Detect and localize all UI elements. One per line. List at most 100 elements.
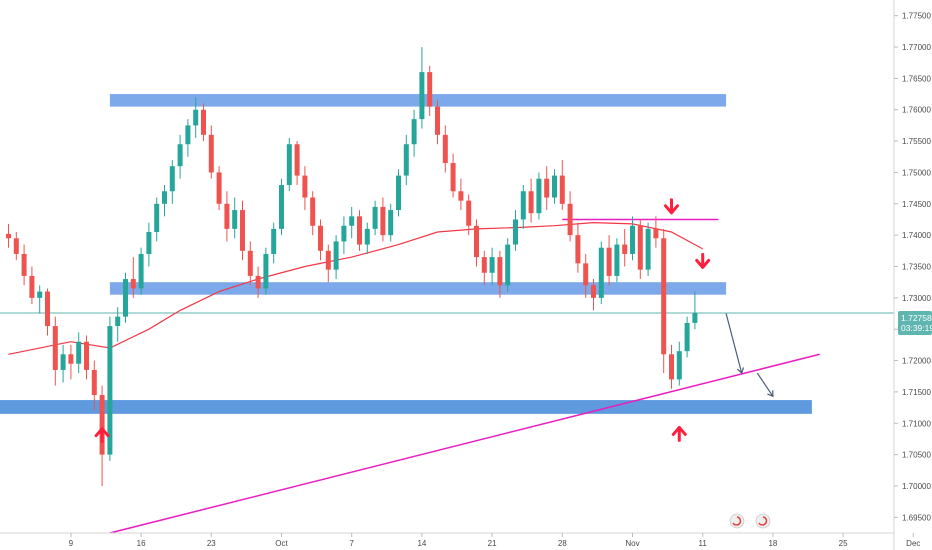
candle-body	[669, 354, 674, 380]
x-tick-label: 21	[488, 539, 497, 548]
y-tick-label: 1.74500	[902, 200, 931, 209]
candle-body	[169, 166, 175, 192]
candle	[380, 197, 386, 242]
candle-body	[123, 279, 128, 317]
x-tick-label: 28	[558, 539, 567, 548]
candle	[637, 219, 643, 280]
candle	[247, 241, 253, 286]
x-tick-label: 7	[349, 539, 354, 548]
candle	[13, 232, 19, 261]
candle-body	[146, 232, 152, 254]
x-tick-label: 11	[699, 539, 708, 548]
y-tick-label: 1.70000	[902, 482, 931, 491]
y-axis[interactable]: 1.77500 1.77000 1.76500 1.76000 1.75500 1.750…	[893, 0, 931, 550]
event-icons[interactable]	[729, 513, 771, 529]
candle-body	[403, 144, 409, 176]
current-price-value: 1.72758	[901, 313, 932, 323]
candle	[162, 184, 167, 217]
candle	[216, 166, 222, 211]
candle-body	[559, 175, 565, 204]
resistance-zone	[109, 94, 727, 107]
candle	[318, 219, 323, 261]
sell-arrow-icon	[695, 252, 711, 269]
candle-body	[162, 191, 167, 204]
candle	[598, 241, 604, 305]
candle	[333, 235, 339, 280]
y-tick-label: 1.76000	[902, 106, 931, 115]
moving-average-line	[8, 221, 703, 355]
candle	[21, 244, 27, 286]
candle-body	[177, 144, 183, 167]
candle-body	[76, 341, 82, 364]
candle	[37, 285, 43, 314]
candle	[294, 141, 300, 185]
candle-body	[614, 244, 620, 276]
candle-body	[536, 178, 542, 214]
y-tick-label: 1.76500	[902, 74, 931, 83]
y-tick-label: 1.71500	[902, 388, 931, 397]
candle-body	[497, 257, 503, 286]
candle	[630, 216, 635, 261]
candle-body	[513, 219, 518, 245]
candle	[84, 335, 89, 380]
candle	[6, 223, 11, 248]
candle	[177, 134, 183, 179]
demand-zone	[0, 400, 812, 414]
candle-body	[528, 191, 534, 214]
candle-body	[419, 72, 425, 120]
countdown-timer: 03:39:19	[901, 323, 932, 333]
y-tick-label: 1.72000	[902, 357, 931, 366]
candle	[474, 219, 479, 267]
candle-body	[474, 225, 479, 258]
candle	[622, 228, 628, 267]
candle-body	[333, 241, 339, 270]
candle-body	[37, 291, 43, 298]
candle-body	[435, 106, 440, 135]
candle	[123, 272, 128, 323]
projection-arrow-line	[756, 372, 774, 397]
candle-body	[544, 178, 550, 198]
support-zone	[109, 282, 727, 295]
candle-body	[45, 291, 50, 327]
candle	[669, 344, 674, 389]
candle	[154, 197, 160, 242]
candle-body	[637, 225, 643, 270]
candle	[286, 137, 292, 192]
candle-body	[372, 206, 378, 229]
projection-arrow	[725, 313, 745, 375]
candle	[349, 206, 355, 239]
candle	[224, 191, 230, 242]
candle	[68, 344, 74, 380]
candle	[396, 169, 401, 217]
candle	[411, 109, 417, 157]
arrow-head	[671, 425, 687, 436]
candle-body	[201, 109, 206, 135]
projection-arrow-head	[736, 367, 745, 375]
candle-body	[247, 250, 253, 276]
candle	[614, 238, 620, 283]
candle-body	[325, 250, 331, 270]
candle-body	[185, 125, 191, 145]
candle	[372, 200, 378, 236]
candle-body	[232, 210, 238, 229]
candle	[52, 316, 58, 386]
candle-body	[193, 109, 199, 126]
candle	[255, 266, 261, 298]
candle	[364, 222, 370, 254]
candle-body	[552, 175, 557, 198]
x-axis[interactable]: 9 16 23 Oct 7 14 21 28 Nov 11 18 25 Dec	[0, 532, 920, 548]
candle-body	[224, 203, 230, 229]
candle-body	[107, 326, 113, 455]
candle	[684, 316, 690, 358]
candle-body	[68, 354, 74, 364]
x-tick-label: 18	[768, 539, 777, 548]
candle	[403, 134, 409, 185]
candle	[520, 184, 526, 229]
candle	[29, 266, 35, 305]
candle	[427, 65, 433, 117]
candle-body	[52, 326, 58, 370]
candle-body	[310, 197, 316, 226]
y-tick-label: 1.75500	[902, 137, 931, 146]
candle	[169, 159, 175, 204]
